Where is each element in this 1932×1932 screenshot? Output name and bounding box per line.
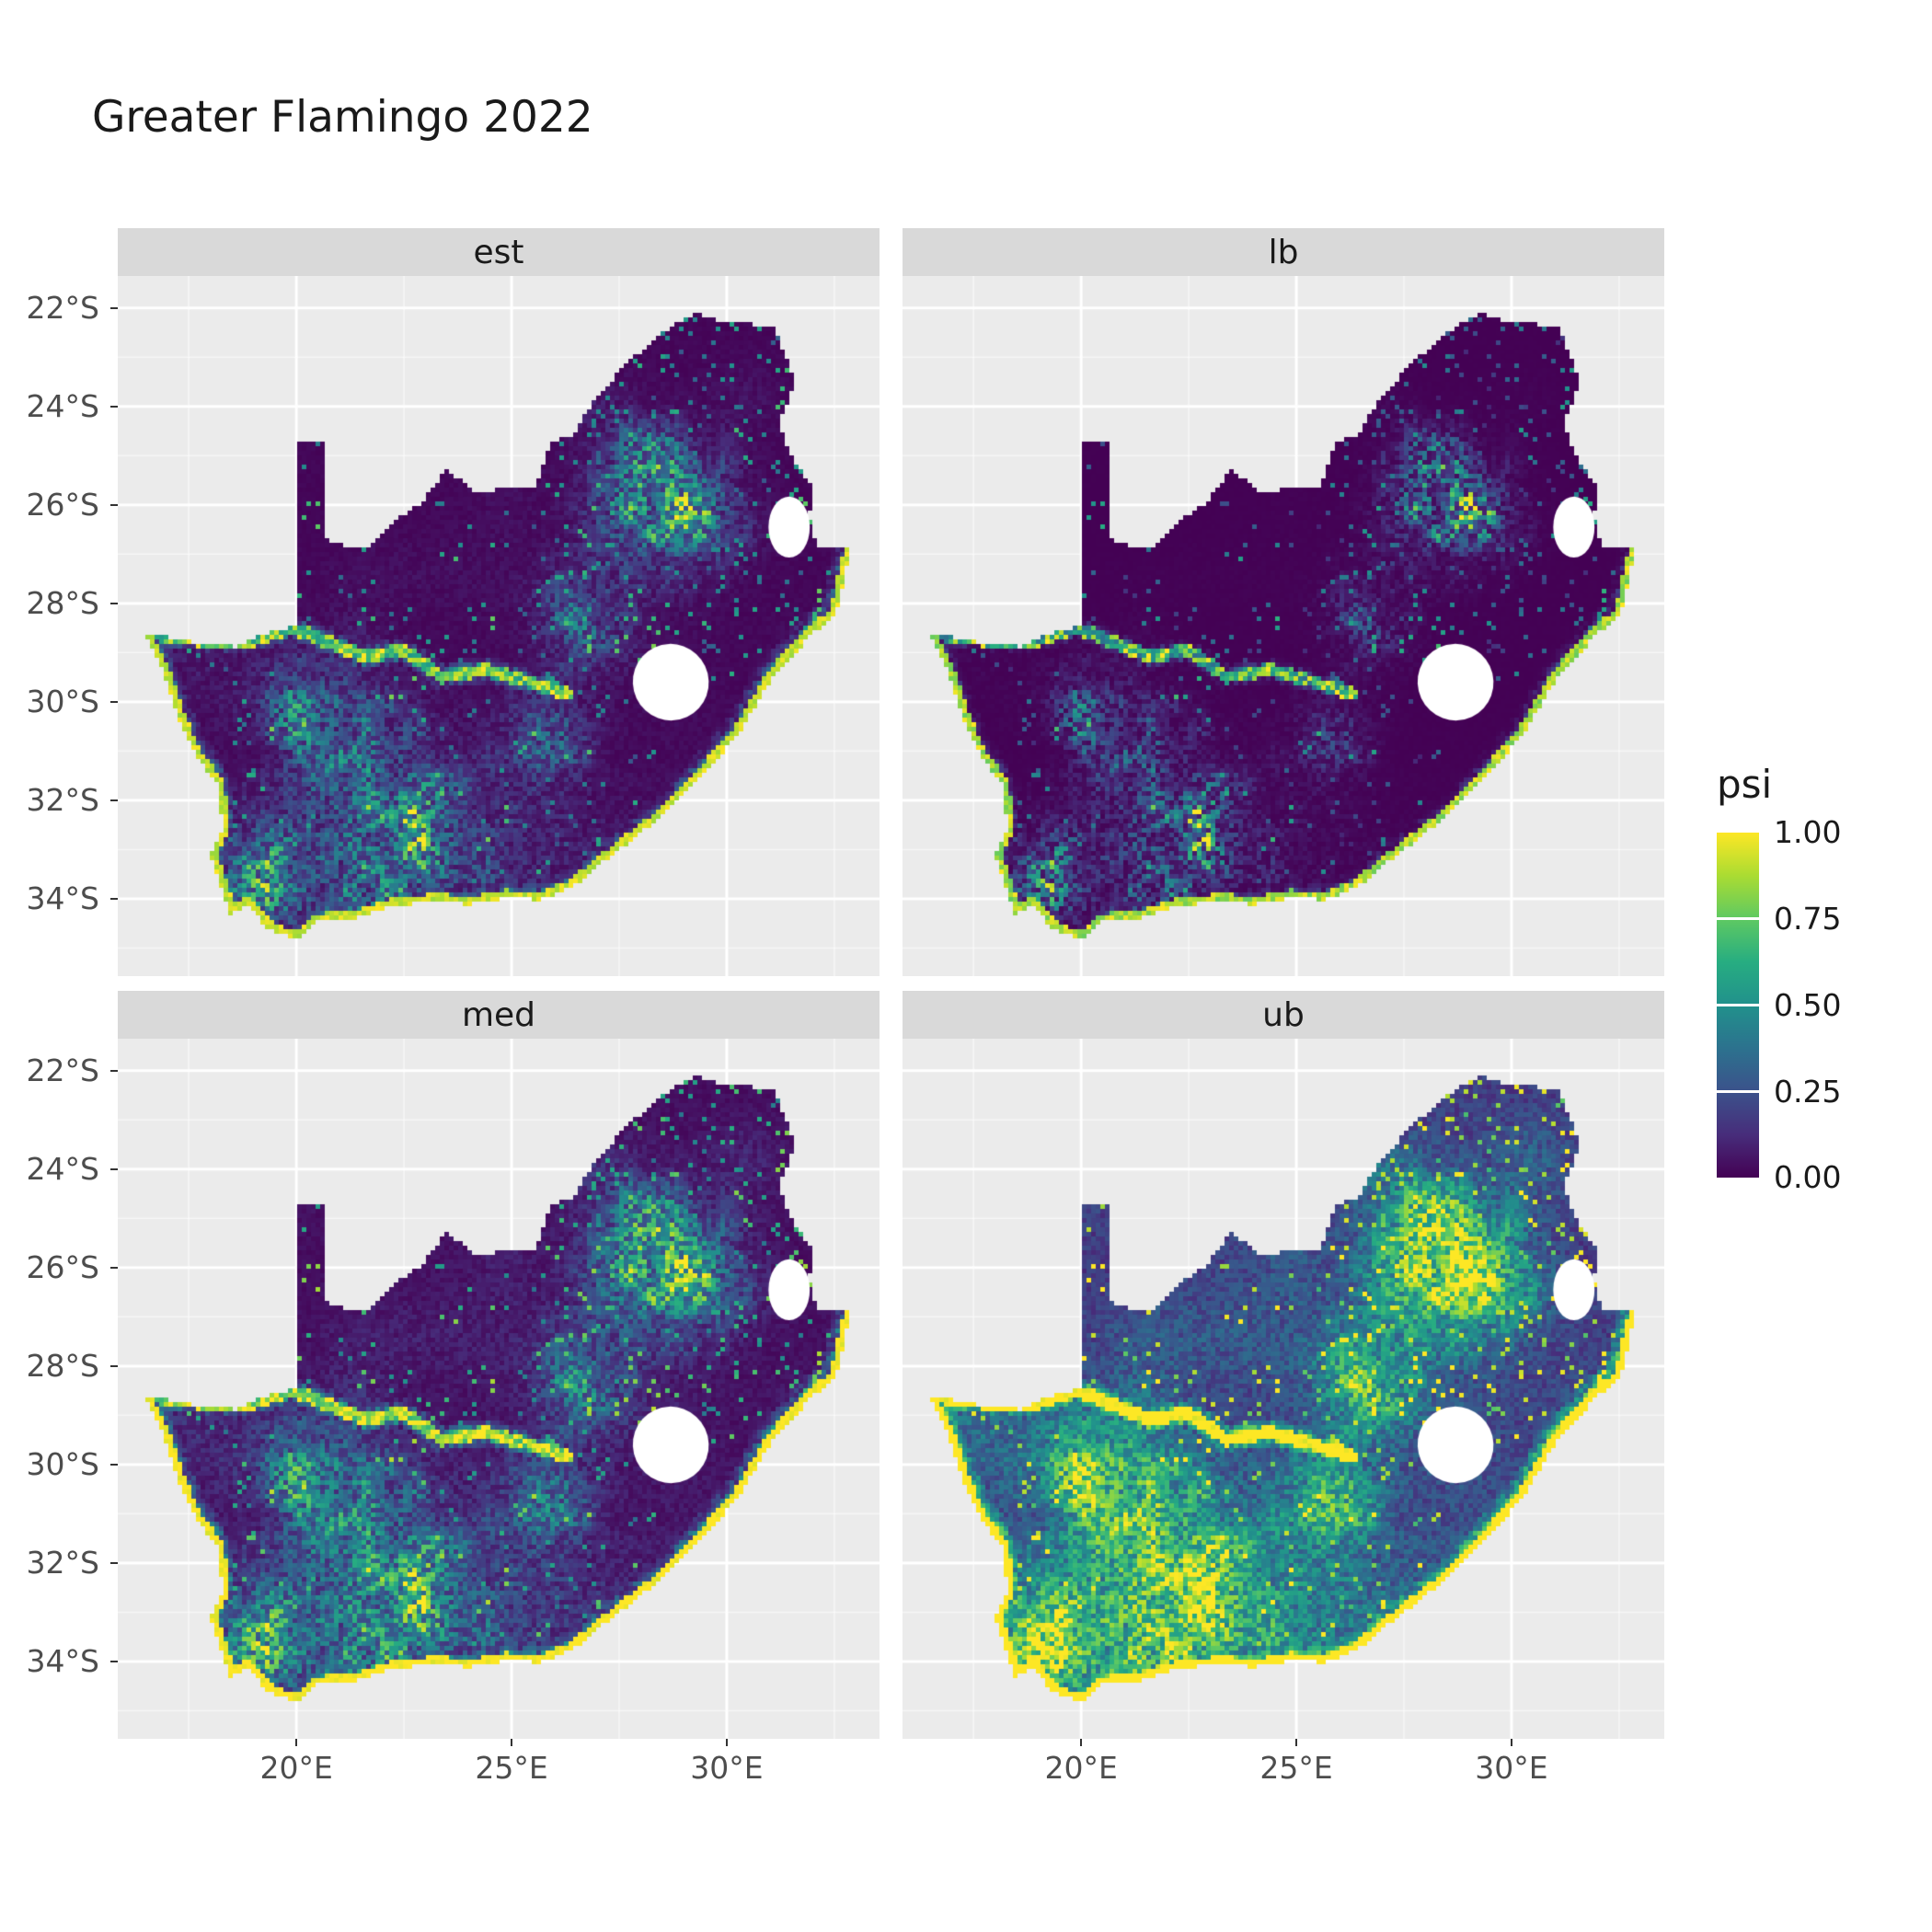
facet-strip-label-lb: lb bbox=[1268, 233, 1299, 271]
y-tick-label: 22°S bbox=[26, 289, 99, 326]
x-tick-label: 30°E bbox=[690, 1750, 764, 1786]
facet-map-med bbox=[118, 1039, 880, 1739]
legend-colorbar-tick bbox=[1717, 1004, 1759, 1006]
plot-title: Greater Flamingo 2022 bbox=[92, 92, 593, 143]
y-axis-tick bbox=[110, 1266, 118, 1269]
y-tick-label: 24°S bbox=[26, 387, 99, 424]
y-axis-tick bbox=[110, 897, 118, 900]
facet-strip-est: est bbox=[118, 228, 880, 276]
legend-tick-label-025: 0.25 bbox=[1774, 1074, 1842, 1110]
legend-tick-label-000: 0.00 bbox=[1774, 1159, 1842, 1195]
x-tick-label: 20°E bbox=[1044, 1750, 1118, 1786]
legend-tick-label-050: 0.50 bbox=[1774, 987, 1842, 1023]
x-axis-tick bbox=[725, 1739, 728, 1746]
legend-colorbar bbox=[1717, 833, 1759, 1178]
facet-strip-label-est: est bbox=[473, 233, 524, 271]
y-axis-tick bbox=[110, 405, 118, 408]
y-tick-label: 34°S bbox=[26, 880, 99, 916]
y-tick-label: 26°S bbox=[26, 1248, 99, 1285]
y-tick-label: 24°S bbox=[26, 1150, 99, 1187]
y-tick-label: 34°S bbox=[26, 1642, 99, 1679]
y-tick-label: 26°S bbox=[26, 486, 99, 523]
x-axis-tick bbox=[1080, 1739, 1083, 1746]
y-tick-label: 22°S bbox=[26, 1052, 99, 1088]
facet-map-ub bbox=[903, 1039, 1664, 1739]
y-axis-tick bbox=[110, 1069, 118, 1072]
facet-strip-lb: lb bbox=[903, 228, 1664, 276]
facet-map-est bbox=[118, 276, 880, 976]
facet-strip-label-ub: ub bbox=[1262, 995, 1305, 1034]
y-tick-label: 30°S bbox=[26, 1445, 99, 1482]
y-axis-tick bbox=[110, 1463, 118, 1466]
y-axis-tick bbox=[110, 602, 118, 604]
legend-title: psi bbox=[1717, 762, 1773, 807]
facet-strip-label-med: med bbox=[461, 995, 536, 1034]
y-axis-tick bbox=[110, 799, 118, 801]
x-axis-tick bbox=[511, 1739, 513, 1746]
x-axis-tick bbox=[295, 1739, 298, 1746]
x-tick-label: 25°E bbox=[475, 1750, 548, 1786]
y-axis-tick bbox=[110, 1561, 118, 1564]
legend-tick-label-100: 1.00 bbox=[1774, 814, 1842, 850]
y-tick-label: 32°S bbox=[26, 1544, 99, 1581]
y-axis-tick bbox=[110, 1167, 118, 1170]
y-tick-label: 28°S bbox=[26, 584, 99, 621]
legend-colorbar-tick bbox=[1717, 1089, 1759, 1093]
x-axis-tick bbox=[1510, 1739, 1512, 1746]
facet-strip-med: med bbox=[118, 991, 880, 1039]
facet-map-lb bbox=[903, 276, 1664, 976]
y-tick-label: 32°S bbox=[26, 781, 99, 818]
x-tick-label: 30°E bbox=[1475, 1750, 1548, 1786]
y-axis-tick bbox=[110, 503, 118, 506]
legend-colorbar-tick bbox=[1717, 917, 1759, 921]
facet-strip-ub: ub bbox=[903, 991, 1664, 1039]
x-tick-label: 20°E bbox=[259, 1750, 333, 1786]
y-axis-tick bbox=[110, 1660, 118, 1662]
y-tick-label: 30°S bbox=[26, 683, 99, 719]
legend-tick-label-075: 0.75 bbox=[1774, 901, 1842, 937]
y-tick-label: 28°S bbox=[26, 1347, 99, 1384]
x-axis-tick bbox=[1295, 1739, 1298, 1746]
y-axis-tick bbox=[110, 1364, 118, 1367]
y-axis-tick bbox=[110, 306, 118, 309]
y-axis-tick bbox=[110, 700, 118, 703]
x-tick-label: 25°E bbox=[1259, 1750, 1333, 1786]
